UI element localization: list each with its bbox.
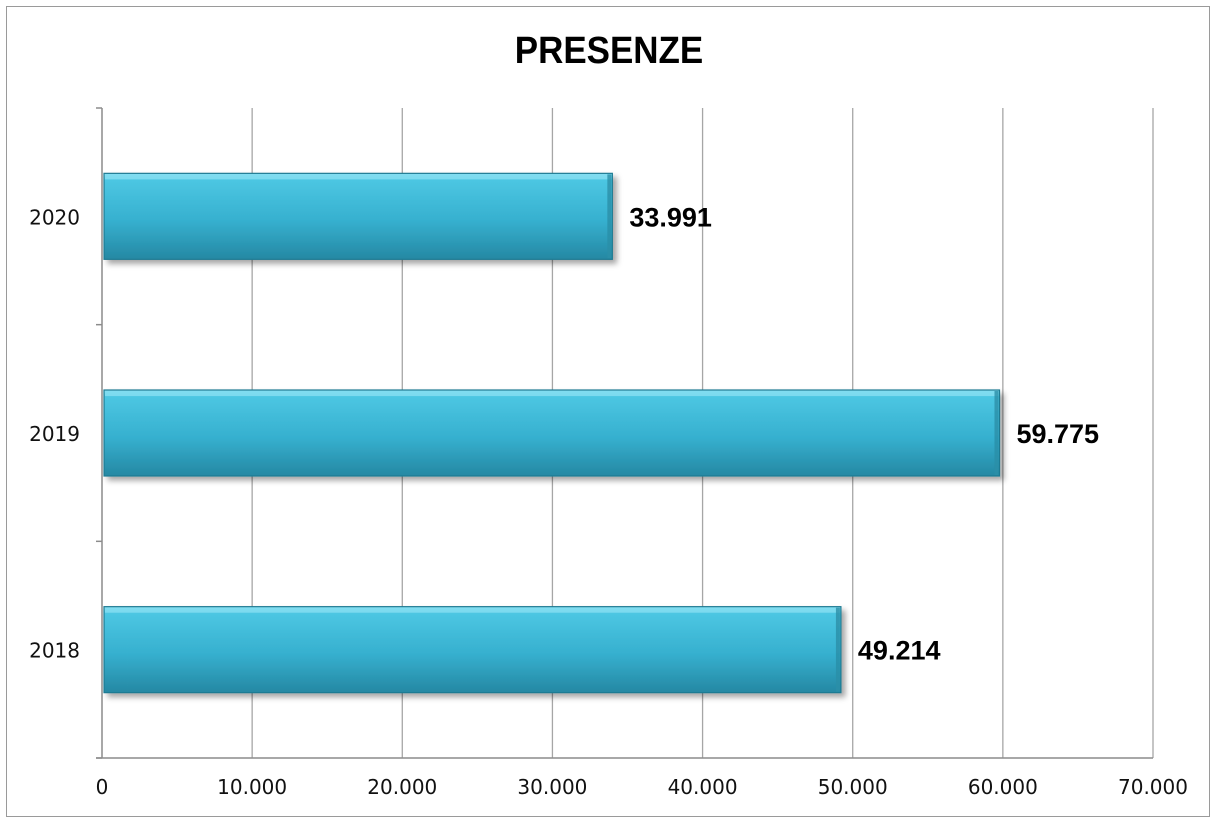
bar-group (103, 172, 613, 260)
x-tick-label: 50.000 (818, 775, 888, 799)
x-tick-label: 70.000 (1118, 775, 1188, 799)
axes (96, 107, 1153, 759)
x-tick-label: 30.000 (517, 775, 587, 799)
x-tick-label: 10.000 (217, 775, 287, 799)
x-tick-label: 40.000 (668, 775, 738, 799)
bar-end-cap (835, 607, 840, 692)
bar-highlight (105, 607, 840, 613)
x-tick-label: 20.000 (367, 775, 437, 799)
y-category-label: 2018 (29, 639, 80, 663)
bar-end-cap (994, 391, 999, 475)
chart-title: PRESENZE (514, 30, 704, 72)
bar (103, 606, 842, 694)
bar-highlight (105, 391, 999, 396)
bar-group (103, 606, 842, 694)
bar (103, 172, 613, 260)
bars (103, 172, 1001, 694)
labels: 0 10.000 20.000 30.000 40.000 50.000 60.000 70.… (29, 202, 1188, 799)
y-category-label: 2020 (29, 205, 80, 229)
bar (103, 389, 1001, 477)
y-category-label: 2019 (29, 422, 80, 446)
bar-end-cap (607, 174, 612, 259)
data-label: 59.775 (1016, 419, 1099, 449)
bar-group (103, 389, 1001, 477)
bar-highlight (105, 174, 612, 180)
data-label: 33.991 (629, 202, 712, 232)
x-tick-label: 60.000 (968, 775, 1038, 799)
x-tick-label: 0 (96, 775, 109, 799)
data-label: 49.214 (858, 636, 941, 666)
